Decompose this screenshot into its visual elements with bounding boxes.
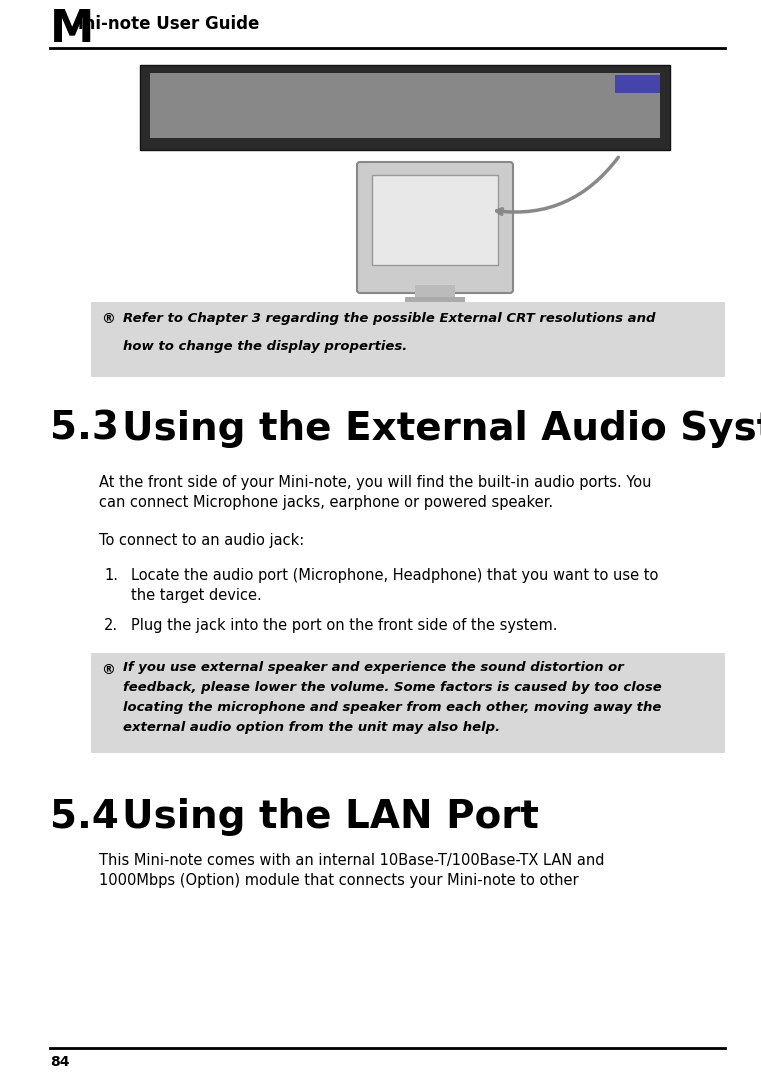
Text: feedback, please lower the volume. Some factors is caused by too close: feedback, please lower the volume. Some …: [123, 681, 662, 694]
Text: locating the microphone and speaker from each other, moving away the: locating the microphone and speaker from…: [123, 701, 661, 714]
Text: At the front side of your Mini-note, you will find the built-in audio ports. You: At the front side of your Mini-note, you…: [99, 475, 651, 490]
Text: how to change the display properties.: how to change the display properties.: [123, 340, 407, 353]
Text: ®: ®: [101, 663, 115, 677]
Bar: [91, 653, 725, 753]
Bar: [150, 73, 660, 138]
Text: To connect to an audio jack:: To connect to an audio jack:: [99, 533, 304, 548]
Text: Refer to Chapter 3 regarding the possible External CRT resolutions and: Refer to Chapter 3 regarding the possibl…: [123, 312, 655, 325]
Text: can connect Microphone jacks, earphone or powered speaker.: can connect Microphone jacks, earphone o…: [99, 495, 553, 510]
Text: ®: ®: [101, 312, 115, 326]
Text: external audio option from the unit may also help.: external audio option from the unit may …: [123, 721, 500, 734]
Bar: [415, 285, 455, 297]
Text: M: M: [50, 8, 94, 51]
Text: 1000Mbps (Option) module that connects your Mini-note to other: 1000Mbps (Option) module that connects y…: [99, 873, 578, 888]
Text: 2.: 2.: [104, 618, 118, 633]
Text: ini-note User Guide: ini-note User Guide: [78, 15, 260, 33]
Text: This Mini-note comes with an internal 10Base-T/100Base-TX LAN and: This Mini-note comes with an internal 10…: [99, 853, 604, 868]
Bar: [91, 302, 725, 377]
Bar: [372, 175, 498, 265]
Bar: [140, 65, 670, 150]
Bar: [615, 76, 660, 93]
Text: Plug the jack into the port on the front side of the system.: Plug the jack into the port on the front…: [131, 618, 558, 633]
Text: If you use external speaker and experience the sound distortion or: If you use external speaker and experien…: [123, 661, 624, 674]
Text: 5.3: 5.3: [50, 410, 119, 448]
Text: 1.: 1.: [104, 568, 118, 583]
Text: Locate the audio port (Microphone, Headphone) that you want to use to: Locate the audio port (Microphone, Headp…: [131, 568, 658, 583]
Text: Using the External Audio System: Using the External Audio System: [122, 410, 761, 448]
Text: the target device.: the target device.: [131, 588, 262, 603]
Text: Using the LAN Port: Using the LAN Port: [122, 798, 539, 836]
Bar: [405, 297, 465, 305]
FancyBboxPatch shape: [357, 162, 513, 293]
Text: 84: 84: [50, 1055, 69, 1069]
Text: 5.4: 5.4: [50, 798, 119, 836]
